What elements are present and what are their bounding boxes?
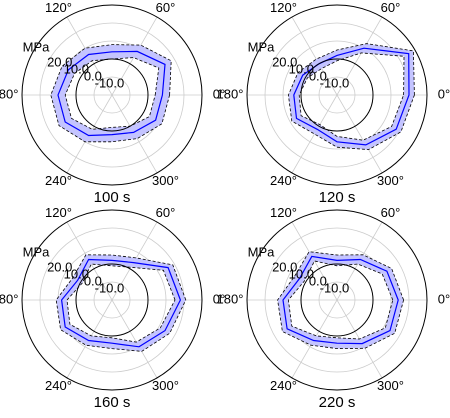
r-tick-label: 20.0 xyxy=(47,259,72,274)
zero-circle xyxy=(75,58,149,132)
theta-tick-label: 60° xyxy=(381,205,401,220)
theta-tick-label: 0° xyxy=(213,291,225,306)
r-tick-label: -10.0 xyxy=(320,280,350,295)
theta-tick-label: 180° xyxy=(217,86,244,101)
mean-line xyxy=(60,258,182,348)
zero-circle xyxy=(75,263,149,337)
upper-line xyxy=(287,43,415,151)
grid-spoke xyxy=(291,16,338,96)
upper-line xyxy=(55,254,187,352)
theta-tick-label: 180° xyxy=(0,86,18,101)
theta-tick-label: 300° xyxy=(152,173,179,188)
theta-tick-label: 180° xyxy=(217,291,244,306)
r-tick-label: -10.0 xyxy=(95,280,125,295)
r-tick-label: 20.0 xyxy=(272,259,297,274)
grid-spoke xyxy=(336,94,383,174)
mean-line xyxy=(57,50,166,137)
band xyxy=(288,43,415,150)
zero-circle xyxy=(300,58,374,132)
theta-tick-label: 0° xyxy=(213,86,225,101)
theta-tick-label: 60° xyxy=(156,205,176,220)
r-tick-label: 10.0 xyxy=(64,266,89,281)
r-tick-label: -10.0 xyxy=(95,75,125,90)
r-tick-label: 10.0 xyxy=(289,61,314,76)
r-tick-label: 0.0 xyxy=(84,68,102,83)
lower-line xyxy=(287,260,394,340)
subplot-title: 220 s xyxy=(319,394,356,411)
r-tick-label: 10.0 xyxy=(64,61,89,76)
r-tick-label: 0.0 xyxy=(84,273,102,288)
theta-tick-label: 0° xyxy=(438,86,450,101)
theta-tick-label: 300° xyxy=(377,378,404,393)
r-axis-label: MPa xyxy=(248,244,276,259)
lower-line xyxy=(298,52,405,141)
theta-tick-label: 120° xyxy=(45,205,72,220)
grid-spoke xyxy=(111,299,158,379)
grid-spoke xyxy=(336,16,383,96)
theta-tick-label: 240° xyxy=(270,378,297,393)
r-tick-label: 20.0 xyxy=(272,54,297,69)
theta-tick-label: 60° xyxy=(381,0,401,15)
theta-tick-label: 300° xyxy=(377,173,404,188)
theta-tick-label: 120° xyxy=(270,205,297,220)
mean-line xyxy=(293,47,410,146)
outer-circle xyxy=(21,4,203,186)
r-tick-label: 10.0 xyxy=(289,266,314,281)
theta-tick-label: 180° xyxy=(0,291,18,306)
theta-tick-label: 120° xyxy=(45,0,72,15)
theta-tick-label: 240° xyxy=(45,173,72,188)
r-axis-label: MPa xyxy=(23,244,51,259)
r-tick-label: 0.0 xyxy=(309,68,327,83)
outer-circle xyxy=(246,4,428,186)
theta-tick-label: 240° xyxy=(45,378,72,393)
theta-tick-label: 120° xyxy=(270,0,297,15)
zero-circle xyxy=(300,263,374,337)
subplot-title: 120 s xyxy=(319,189,356,206)
r-tick-label: 20.0 xyxy=(47,54,72,69)
r-axis-label: MPa xyxy=(23,39,51,54)
r-axis-label: MPa xyxy=(248,39,276,54)
outer-circle xyxy=(21,209,203,391)
theta-tick-label: 300° xyxy=(152,378,179,393)
r-tick-label: 0.0 xyxy=(309,273,327,288)
outer-circle xyxy=(246,209,428,391)
upper-line xyxy=(277,251,405,350)
theta-tick-label: 0° xyxy=(438,291,450,306)
lower-line xyxy=(66,263,176,343)
mean-line xyxy=(282,255,399,345)
subplot-title: 160 s xyxy=(94,394,131,411)
theta-tick-label: 60° xyxy=(156,0,176,15)
grid-spoke xyxy=(291,221,338,301)
theta-tick-label: 240° xyxy=(270,173,297,188)
subplot-title: 100 s xyxy=(94,189,131,206)
r-tick-label: -10.0 xyxy=(320,75,350,90)
